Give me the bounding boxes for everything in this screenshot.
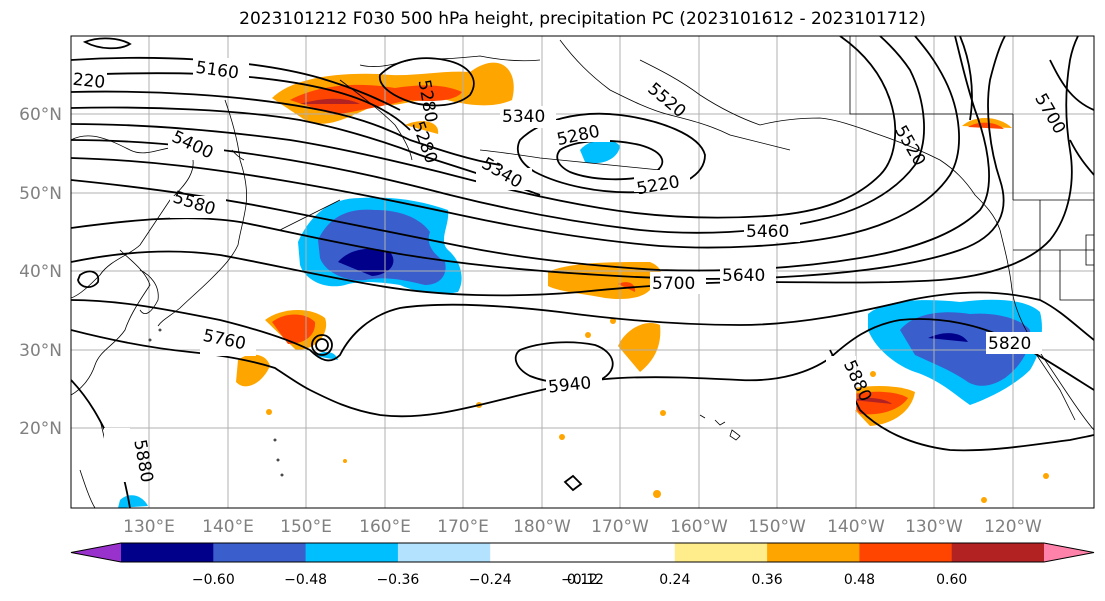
colorbar-segment <box>305 543 399 562</box>
lon-label: 170°E <box>437 517 489 537</box>
colorbar-tick-label: −0.60 <box>192 572 235 588</box>
colorbar-tick-label: −0.12 <box>561 572 604 588</box>
contour-label: 5220 <box>61 69 106 93</box>
height-contours <box>71 36 1094 508</box>
colorbar-tick-label: 0.36 <box>752 572 783 588</box>
lon-label: 160°W <box>670 517 728 537</box>
contour-label: 5460 <box>746 222 789 242</box>
lat-label: 30°N <box>19 341 62 361</box>
colorbar-segment <box>397 543 491 562</box>
contour-label: 5940 <box>547 373 592 397</box>
contour-label: 5700 <box>652 274 695 294</box>
colorbar-segment <box>859 543 953 562</box>
contour-label: 5820 <box>988 334 1031 354</box>
colorbar-segment <box>490 543 583 562</box>
colorbar-extend-low <box>71 543 121 562</box>
lon-label: 120°W <box>984 517 1042 537</box>
coastlines <box>71 36 1094 508</box>
colorbar-extend-high <box>1044 543 1094 562</box>
lon-label: 130°E <box>123 517 175 537</box>
lat-label: 20°N <box>19 419 62 439</box>
lon-label: 170°W <box>591 517 649 537</box>
colorbar: −0.60 −0.48 −0.36 −0.24 −0.120.12 0.24 0.36 0.4… <box>70 542 1095 588</box>
lon-label: 150°W <box>748 517 806 537</box>
lat-label: 50°N <box>19 184 62 204</box>
contour-label: 5640 <box>722 266 765 286</box>
latitude-labels: 60°N 50°N 40°N 30°N 20°N <box>19 105 62 439</box>
lon-label: 140°E <box>202 517 254 537</box>
colorbar-segment <box>767 543 860 562</box>
colorbar-segment <box>951 543 1045 562</box>
map-title: 2023101212 F030 500 hPa height, precipit… <box>239 9 926 29</box>
lon-label: 140°W <box>827 517 885 537</box>
colorbar-tick-label: −0.24 <box>469 572 512 588</box>
colorbar-tick-label: 0.12 <box>567 572 598 588</box>
contour-label: 5340 <box>502 107 545 127</box>
colorbar-segment <box>121 543 214 562</box>
colorbar-tick-label: −0.48 <box>284 572 327 588</box>
colorbar-segment <box>213 543 307 562</box>
colorbar-tick-label: 0.24 <box>659 572 690 588</box>
longitude-labels: 130°E 140°E 150°E 160°E 170°E 180°W 170°… <box>123 517 1042 537</box>
colorbar-outline <box>70 542 1095 563</box>
colorbar-segment <box>582 543 676 562</box>
colorbar-tick-label: 0.60 <box>936 572 967 588</box>
colorbar-tick-label: −0.36 <box>376 572 419 588</box>
lat-label: 40°N <box>19 262 62 282</box>
colorbar-tick-label: 0.48 <box>844 572 875 588</box>
lat-label: 60°N <box>19 105 62 125</box>
colorbar-segment <box>674 543 768 562</box>
lon-label: 160°E <box>359 517 411 537</box>
map-frame <box>70 35 1095 509</box>
lon-label: 130°W <box>905 517 963 537</box>
lon-label: 150°E <box>280 517 332 537</box>
lon-label: 180°W <box>513 517 571 537</box>
